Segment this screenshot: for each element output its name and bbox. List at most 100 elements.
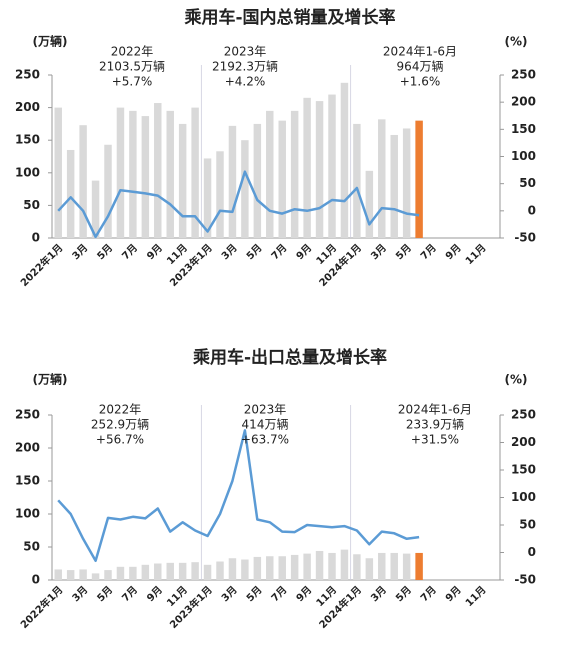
x-tick-label: 3月 (219, 242, 239, 262)
bar (66, 570, 75, 580)
x-tick-label: 7月 (269, 584, 289, 604)
bar (66, 149, 75, 238)
annotation: 2023年 (244, 403, 287, 417)
x-tick-label: 9月 (443, 584, 463, 604)
x-tick-label: 7月 (418, 242, 438, 262)
annotation: +1.6% (400, 75, 441, 89)
y2-axis-label: (%) (505, 373, 528, 387)
x-tick-label: 5月 (95, 584, 115, 604)
y2-tick-label: 250 (511, 408, 536, 422)
bar (129, 110, 137, 238)
bar (340, 549, 349, 580)
bar (166, 562, 174, 580)
bar (203, 564, 212, 580)
bar (241, 559, 249, 580)
y2-axis-label: (%) (505, 35, 528, 49)
y-tick-label: 150 (15, 474, 40, 488)
y2-tick-label: 200 (511, 95, 536, 109)
bar (54, 569, 62, 580)
bar (91, 573, 100, 580)
x-tick-label: 5月 (244, 584, 264, 604)
y2-tick-label: 0 (528, 203, 536, 217)
chart-title: 乘用车-出口总量及增长率 (192, 347, 387, 368)
bar (353, 554, 361, 580)
bar (191, 107, 199, 238)
annotation: 2103.5万辆 (99, 60, 165, 74)
bar (178, 123, 187, 238)
bar (203, 158, 212, 238)
bar (365, 558, 374, 580)
annotation: 252.9万辆 (91, 418, 149, 432)
x-tick-label: 5月 (393, 584, 413, 604)
y-tick-label: 0 (32, 231, 40, 245)
y-tick-label: 200 (15, 441, 40, 455)
bar (415, 120, 423, 238)
bar (241, 140, 249, 238)
bar (141, 564, 150, 580)
y-tick-label: 250 (15, 68, 40, 82)
bar (228, 125, 237, 238)
bar (402, 553, 411, 580)
annotation: 2192.3万辆 (212, 60, 278, 74)
annotation: +63.7% (241, 433, 289, 447)
annotation: 2022年 (99, 403, 142, 417)
y-tick-label: 250 (15, 408, 40, 422)
bar (290, 110, 299, 238)
bar (278, 120, 286, 238)
bar (340, 82, 349, 238)
y2-tick-label: 200 (511, 435, 536, 449)
bar (216, 151, 224, 238)
bar (91, 180, 100, 238)
x-tick-label: 9月 (443, 242, 463, 262)
y-axis-label: (万辆) (33, 34, 68, 49)
x-tick-label: 9月 (294, 584, 314, 604)
bar (315, 101, 324, 238)
bar (378, 119, 386, 238)
y2-tick-label: -50 (514, 573, 536, 587)
bar (253, 556, 262, 580)
bar (191, 562, 199, 580)
bar (402, 128, 411, 238)
x-tick-label: 3月 (219, 584, 239, 604)
x-tick-label: 9月 (145, 584, 165, 604)
bar (166, 110, 174, 238)
annotation: 2022年 (111, 45, 154, 59)
line (57, 429, 420, 563)
bar (129, 566, 137, 580)
y2-tick-label: 50 (519, 176, 536, 190)
annotation: 2024年1-6月 (383, 45, 457, 59)
y-tick-label: 50 (23, 198, 40, 212)
y2-tick-label: -50 (514, 231, 536, 245)
bar (116, 566, 125, 580)
x-tick-label: 5月 (393, 242, 413, 262)
x-tick-label: 7月 (120, 584, 140, 604)
bar (79, 125, 87, 238)
bar (228, 558, 237, 580)
bar (315, 550, 324, 580)
bar (141, 116, 150, 238)
x-tick-label: 7月 (120, 242, 140, 262)
bar (390, 134, 398, 238)
bar (253, 123, 262, 238)
x-tick-label: 7月 (418, 584, 438, 604)
y2-tick-label: 150 (511, 122, 536, 136)
bar (266, 556, 274, 580)
annotation: 233.9万辆 (406, 418, 464, 432)
x-tick-label: 3月 (369, 242, 389, 262)
bar (328, 552, 336, 580)
bar (154, 563, 162, 580)
bar (104, 144, 112, 238)
y-tick-label: 100 (15, 507, 40, 521)
bar (353, 123, 361, 238)
annotation: +5.7% (112, 75, 153, 89)
x-tick-label: 3月 (369, 584, 389, 604)
bar (415, 552, 423, 580)
bar (116, 107, 125, 238)
bar (390, 552, 398, 580)
annotation: +31.5% (411, 433, 459, 447)
bar (216, 561, 224, 580)
x-tick-label: 2022年1月 (18, 241, 66, 289)
bar (303, 97, 311, 238)
annotation: 2023年 (224, 45, 267, 59)
